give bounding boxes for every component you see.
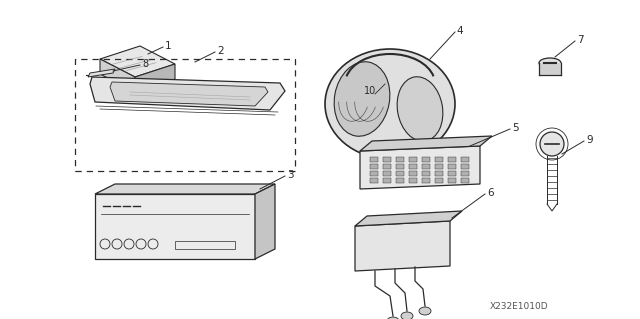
Polygon shape xyxy=(360,136,492,151)
Bar xyxy=(461,171,469,176)
Polygon shape xyxy=(355,221,450,271)
Bar xyxy=(383,157,391,162)
Polygon shape xyxy=(90,77,285,110)
Circle shape xyxy=(540,132,564,156)
Bar xyxy=(383,178,391,183)
Ellipse shape xyxy=(401,312,413,319)
Text: 5: 5 xyxy=(512,123,518,133)
Bar xyxy=(422,157,430,162)
Polygon shape xyxy=(88,69,115,77)
Bar xyxy=(175,241,235,249)
Bar xyxy=(409,164,417,169)
Bar xyxy=(396,157,404,162)
Bar xyxy=(383,164,391,169)
Ellipse shape xyxy=(539,58,561,68)
Bar xyxy=(422,178,430,183)
Ellipse shape xyxy=(325,49,455,159)
Bar xyxy=(370,164,378,169)
Polygon shape xyxy=(95,194,255,259)
Bar xyxy=(370,178,378,183)
Polygon shape xyxy=(100,46,175,77)
Polygon shape xyxy=(95,184,275,194)
Polygon shape xyxy=(100,59,135,92)
Ellipse shape xyxy=(387,317,399,319)
Bar xyxy=(448,164,456,169)
Bar xyxy=(448,157,456,162)
Bar xyxy=(409,178,417,183)
Bar xyxy=(370,157,378,162)
Bar xyxy=(435,164,443,169)
Bar xyxy=(461,178,469,183)
Bar xyxy=(539,63,561,75)
Polygon shape xyxy=(110,82,268,106)
Polygon shape xyxy=(135,64,175,92)
Bar xyxy=(370,171,378,176)
Text: 3: 3 xyxy=(287,170,294,180)
Ellipse shape xyxy=(397,77,443,141)
Text: 1: 1 xyxy=(165,41,172,51)
Bar xyxy=(448,178,456,183)
Bar xyxy=(435,171,443,176)
Text: X232E1010D: X232E1010D xyxy=(490,302,548,311)
Polygon shape xyxy=(255,184,275,259)
Bar xyxy=(396,178,404,183)
Ellipse shape xyxy=(419,307,431,315)
Text: 8: 8 xyxy=(142,59,148,69)
Bar xyxy=(461,164,469,169)
Bar xyxy=(461,157,469,162)
Bar xyxy=(383,171,391,176)
Bar xyxy=(396,171,404,176)
Bar xyxy=(409,171,417,176)
Text: 7: 7 xyxy=(577,35,584,45)
Bar xyxy=(435,157,443,162)
Text: 10: 10 xyxy=(364,86,376,96)
Text: 4: 4 xyxy=(456,26,463,36)
Polygon shape xyxy=(360,146,480,189)
Text: 9: 9 xyxy=(586,135,593,145)
Bar xyxy=(422,164,430,169)
Bar xyxy=(422,171,430,176)
Bar xyxy=(396,164,404,169)
Polygon shape xyxy=(355,211,462,226)
Bar xyxy=(448,171,456,176)
Text: 2: 2 xyxy=(217,46,223,56)
Text: 6: 6 xyxy=(487,188,493,198)
Bar xyxy=(409,157,417,162)
Bar xyxy=(75,59,295,171)
Bar xyxy=(435,178,443,183)
Ellipse shape xyxy=(334,62,390,136)
